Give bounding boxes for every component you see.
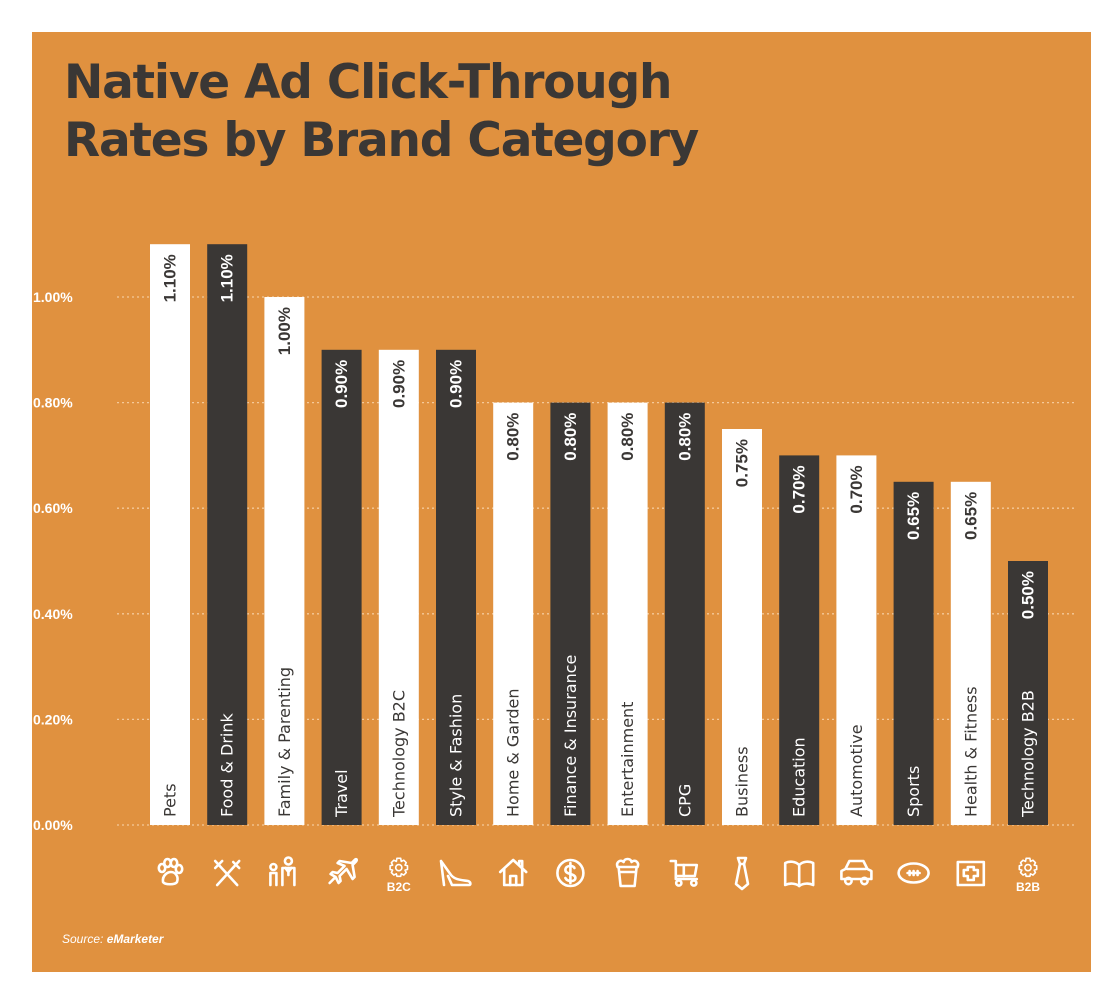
- bar: [607, 402, 648, 825]
- y-tick-label: 0.80%: [33, 395, 73, 411]
- y-tick-label: 1.00%: [33, 289, 73, 305]
- bar-group: 0.75% Business: [722, 429, 762, 825]
- value-label: 0.80%: [561, 413, 580, 461]
- dollar-coin-icon: [556, 858, 585, 888]
- bar: [893, 481, 934, 825]
- bars: 1.10% Pets 1.10% Food & Drink 1.00% Family & …: [150, 244, 1048, 825]
- value-label: 1.00%: [275, 307, 294, 355]
- first-aid-icon: [956, 860, 986, 887]
- value-label: 0.80%: [675, 413, 694, 461]
- bar: [1008, 561, 1048, 825]
- bar-group: 1.10% Food & Drink: [207, 244, 248, 825]
- bar: [321, 349, 362, 825]
- bar: [436, 349, 476, 825]
- y-tick-label: 0.40%: [33, 606, 73, 622]
- bar: [779, 455, 820, 825]
- bar-group: 0.80% Home & Garden: [493, 402, 534, 825]
- category-label: Home & Garden: [504, 688, 523, 817]
- value-label: 0.80%: [618, 413, 637, 461]
- bar: [378, 349, 419, 825]
- house-icon: [498, 858, 528, 887]
- bar-group: 0.90% Style & Fashion: [436, 349, 476, 825]
- bar: [664, 402, 705, 825]
- chart-title: Native Ad Click-Through Rates by Brand C…: [64, 54, 699, 170]
- value-label: 0.90%: [332, 360, 351, 408]
- bar-chart: 0.00% 0.20% 0.40% 0.60% 0.80% 1.00% 1.10% Pets…: [33, 244, 1074, 894]
- value-label: 0.65%: [904, 492, 923, 540]
- value-label: 0.75%: [733, 439, 752, 487]
- bar-group: 0.90% Travel: [321, 349, 362, 825]
- bar-group: 0.90% Technology B2C: [378, 349, 419, 825]
- value-label: 0.70%: [790, 465, 809, 513]
- necktie-icon: [734, 856, 750, 891]
- category-label: Pets: [161, 783, 180, 817]
- bar: [950, 481, 991, 825]
- bar: [550, 402, 591, 825]
- category-icons: B2C B2B: [157, 856, 1040, 894]
- category-label: Family & Parenting: [275, 667, 294, 817]
- title-line-1: Native Ad Click-Through: [64, 55, 672, 110]
- paw-icon: [157, 857, 184, 886]
- high-heel-icon: [439, 859, 472, 887]
- category-label: Education: [790, 737, 809, 817]
- category-label: Sports: [904, 766, 923, 817]
- category-label: Finance & Insurance: [561, 655, 580, 817]
- category-label: Business: [733, 746, 752, 817]
- y-tick-label: 0.20%: [33, 711, 73, 727]
- gear-b2c-icon: B2C: [387, 857, 411, 894]
- category-label: Health & Fitness: [961, 686, 980, 817]
- source-note: Source: eMarketer: [62, 932, 163, 946]
- bar: [264, 297, 305, 825]
- category-label: Entertainment: [618, 702, 637, 817]
- shopping-cart-icon: [669, 859, 699, 887]
- gear-b2b-icon: B2B: [1016, 857, 1040, 894]
- category-label: Style & Fashion: [447, 694, 466, 817]
- category-label: CPG: [675, 784, 694, 817]
- bar-group: 1.00% Family & Parenting: [264, 297, 305, 825]
- bar: [722, 429, 762, 825]
- bar-group: 0.80% CPG: [664, 402, 705, 825]
- bar-group: 0.80% Finance & Insurance: [550, 402, 591, 825]
- bar: [836, 455, 877, 825]
- value-label: 1.10%: [218, 254, 237, 302]
- category-label: Technology B2B: [1019, 690, 1038, 818]
- value-label: 1.10%: [161, 254, 180, 302]
- bar: [150, 244, 190, 825]
- category-label: Automotive: [847, 724, 866, 817]
- airplane-icon: [328, 857, 358, 885]
- bar-group: 0.80% Entertainment: [607, 402, 648, 825]
- car-icon: [840, 859, 873, 886]
- bar-group: 0.65% Health & Fitness: [950, 481, 991, 825]
- title-line-2: Rates by Brand Category: [64, 113, 699, 168]
- family-icon: [269, 856, 296, 887]
- source-prefix: Source:: [62, 932, 107, 946]
- value-label: 0.70%: [847, 465, 866, 513]
- value-label: 0.90%: [447, 360, 466, 408]
- y-tick-label: 0.60%: [33, 500, 73, 516]
- popcorn-icon: [615, 857, 640, 888]
- open-book-icon: [783, 860, 815, 888]
- value-label: 0.50%: [1019, 571, 1038, 619]
- infographic-panel: Native Ad Click-Through Rates by Brand C…: [32, 32, 1091, 972]
- bar: [207, 244, 248, 825]
- icon-badge-label: B2B: [1016, 880, 1040, 894]
- source-name: eMarketer: [106, 932, 164, 946]
- bar-group: 0.50% Technology B2B: [1008, 561, 1048, 825]
- category-label: Travel: [332, 769, 351, 818]
- football-icon: [897, 862, 930, 884]
- fork-knife-icon: [213, 859, 241, 887]
- value-label: 0.90%: [389, 360, 408, 408]
- category-label: Food & Drink: [218, 713, 237, 818]
- value-label: 0.80%: [504, 413, 523, 461]
- category-label: Technology B2C: [389, 690, 408, 818]
- bar-group: 0.70% Education: [779, 455, 820, 825]
- icon-badge-label: B2C: [387, 880, 411, 894]
- y-axis-labels: 0.00% 0.20% 0.40% 0.60% 0.80% 1.00%: [33, 289, 73, 833]
- bar: [493, 402, 534, 825]
- bar-group: 1.10% Pets: [150, 244, 190, 825]
- y-tick-label: 0.00%: [33, 817, 73, 833]
- bar-group: 0.70% Automotive: [836, 455, 877, 825]
- value-label: 0.65%: [961, 492, 980, 540]
- bar-group: 0.65% Sports: [893, 481, 934, 825]
